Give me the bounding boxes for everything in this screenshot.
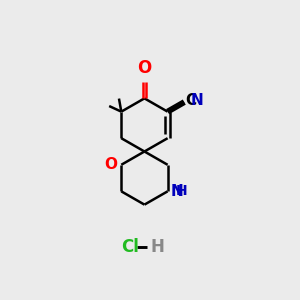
Text: O: O: [104, 157, 117, 172]
Text: C: C: [185, 93, 196, 108]
Text: H: H: [176, 184, 188, 198]
Text: O: O: [137, 59, 152, 77]
Text: N: N: [171, 184, 184, 199]
Text: N: N: [191, 93, 203, 108]
Text: Cl: Cl: [122, 238, 140, 256]
Text: H: H: [150, 238, 164, 256]
